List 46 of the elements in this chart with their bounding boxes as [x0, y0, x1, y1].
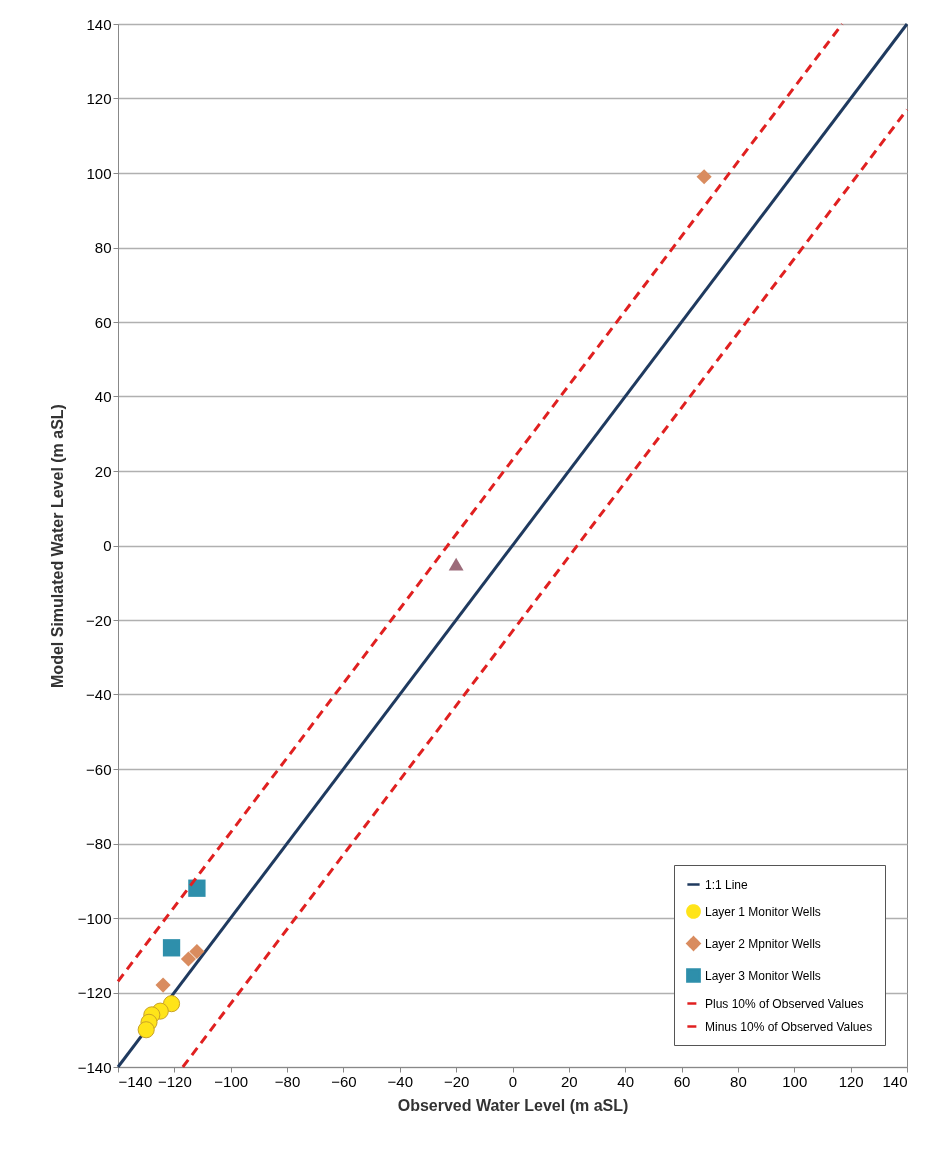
point — [162, 939, 181, 957]
x-tick-label: 20 — [561, 1072, 578, 1090]
x-tick-label: 80 — [730, 1072, 747, 1090]
x-tick-label: −80 — [274, 1072, 301, 1090]
y-tick-label: −100 — [77, 909, 112, 927]
legend-label: Layer 1 Monitor Wells — [705, 904, 821, 919]
y-tick-label: 0 — [103, 537, 112, 554]
y-tick-label: −40 — [86, 686, 112, 703]
y-tick-label: −60 — [86, 760, 112, 778]
point — [189, 943, 205, 960]
point — [155, 977, 171, 993]
x-tick-label: 40 — [617, 1072, 635, 1090]
point — [696, 169, 712, 185]
y-tick-label: 80 — [94, 239, 112, 256]
y-axis-title: Model Simulated Water Level (m aSL) — [48, 404, 66, 688]
y-tick-label: −140 — [77, 1058, 112, 1076]
y-tick-label: 100 — [86, 164, 112, 182]
x-axis-title: Observed Water Level (m aSL) — [397, 1096, 629, 1114]
y-tick-label: −120 — [77, 984, 112, 1001]
legend-label: 1:1 Line — [705, 877, 749, 892]
point — [137, 1021, 155, 1039]
y-tick-label: 60 — [94, 313, 112, 331]
x-tick-label: −100 — [214, 1072, 249, 1090]
point — [448, 557, 464, 571]
y-tick-label: 120 — [86, 90, 112, 107]
x-tick-label: −120 — [157, 1072, 192, 1090]
x-tick-label: −20 — [443, 1072, 470, 1090]
x-tick-label: −140 — [118, 1072, 153, 1090]
x-tick-label: −60 — [331, 1072, 357, 1090]
x-tick-label: 0 — [508, 1072, 518, 1090]
legend-label: Layer 2 Mpnitor Wells — [705, 936, 821, 951]
legend-label: Minus 10% of Observed Values — [705, 1019, 873, 1034]
x-tick-label: 100 — [782, 1072, 808, 1090]
x-tick-label: 120 — [838, 1072, 864, 1090]
x-tick-label: 60 — [673, 1072, 691, 1090]
legend-label: Plus 10% of Observed Values — [705, 996, 864, 1011]
y-tick-label: 40 — [94, 388, 112, 405]
y-tick-label: −80 — [86, 835, 112, 852]
point — [180, 951, 197, 967]
y-tick-label: 20 — [94, 462, 112, 480]
legend-label: Layer 3 Monitor Wells — [705, 968, 821, 983]
x-tick-label: 140 — [882, 1072, 908, 1090]
y-tick-label: 140 — [86, 15, 112, 33]
point — [188, 879, 206, 897]
y-tick-label: −20 — [86, 611, 112, 629]
x-tick-label: −40 — [387, 1072, 414, 1090]
